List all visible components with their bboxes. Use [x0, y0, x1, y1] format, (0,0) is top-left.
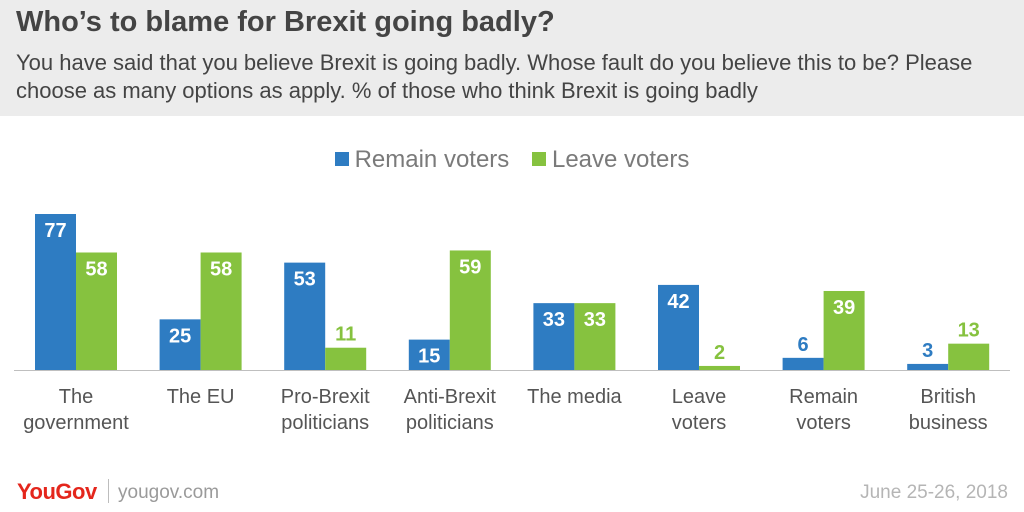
data-label-leave-1: 58	[210, 258, 232, 280]
category-label-5-0: Leave	[672, 386, 727, 408]
bar-leave-6	[823, 290, 865, 370]
category-label-3-0: Anti-Brexit	[404, 386, 497, 408]
category-label-0-0: The	[59, 386, 93, 408]
bar-leave-4	[574, 303, 616, 370]
bar-remain-4	[533, 303, 575, 370]
legend-label-remain: Remain voters	[354, 146, 510, 173]
data-label-leave-0: 58	[85, 258, 107, 280]
bar-remain-5	[658, 284, 699, 370]
data-label-remain-7: 3	[922, 340, 933, 362]
data-label-remain-6: 6	[798, 334, 809, 356]
legend-swatch-leave	[531, 151, 546, 166]
category-label-0-1: government	[23, 412, 129, 434]
legend-item-remain: Remain voters	[334, 146, 510, 174]
header-band: Who’s to blame for Brexit going badly? Y…	[0, 0, 1024, 116]
data-label-leave-6: 39	[833, 297, 855, 319]
legend-item-leave: Leave voters	[531, 146, 690, 174]
survey-date: June 25-26, 2018	[860, 482, 1008, 503]
data-label-leave-3: 59	[459, 256, 481, 278]
bar-leave-2	[325, 347, 367, 370]
category-label-4-0: The media	[527, 386, 622, 408]
data-label-leave-2: 11	[335, 324, 356, 346]
data-label-remain-2: 53	[294, 269, 316, 291]
category-label-1-0: The EU	[167, 386, 235, 408]
bar-leave-5	[699, 365, 740, 370]
bar-remain-7	[907, 363, 949, 370]
bar-remain-6	[782, 357, 824, 370]
category-label-6-0: Remain	[789, 386, 858, 408]
category-label-7-0: British	[920, 386, 976, 408]
yougov-logo: YouGov	[17, 479, 97, 504]
category-label-7-1: business	[909, 412, 988, 434]
footer-divider	[108, 479, 109, 503]
chart-title: Who’s to blame for Brexit going badly?	[16, 6, 555, 38]
bar-leave-7	[948, 343, 990, 370]
category-label-2-0: Pro-Brexit	[281, 386, 370, 408]
bar-remain-2	[284, 262, 326, 370]
bar-leave-1	[200, 252, 242, 370]
data-label-remain-3: 15	[418, 346, 440, 368]
bar-chart: 77 58 The government 25 58 The EU 53 11 Pro-Brexi…	[14, 214, 1010, 434]
data-label-remain-1: 25	[169, 325, 191, 347]
data-label-leave-7: 13	[958, 320, 980, 342]
legend-label-leave: Leave voters	[551, 146, 690, 173]
bar-leave-0	[76, 252, 117, 370]
category-label-2-1: politicians	[281, 412, 369, 434]
bar-leave-3	[449, 250, 491, 370]
data-label-leave-5: 2	[714, 342, 725, 364]
legend: Remain voters Leave voters	[0, 146, 1024, 174]
category-label-5-1: voters	[672, 412, 726, 434]
footer-url[interactable]: yougov.com	[118, 482, 220, 503]
data-label-remain-0: 77	[44, 220, 66, 242]
data-label-leave-4: 33	[584, 309, 606, 331]
bar-remain-3	[408, 339, 450, 370]
data-label-remain-4: 33	[543, 309, 565, 331]
bar-remain-0	[35, 214, 76, 370]
legend-swatch-remain	[334, 151, 349, 166]
category-label-3-1: politicians	[406, 412, 494, 434]
bar-remain-1	[159, 319, 201, 370]
data-label-remain-5: 42	[667, 291, 689, 313]
category-label-6-1: voters	[796, 412, 850, 434]
chart-subtitle: You have said that you believe Brexit is…	[16, 50, 973, 103]
